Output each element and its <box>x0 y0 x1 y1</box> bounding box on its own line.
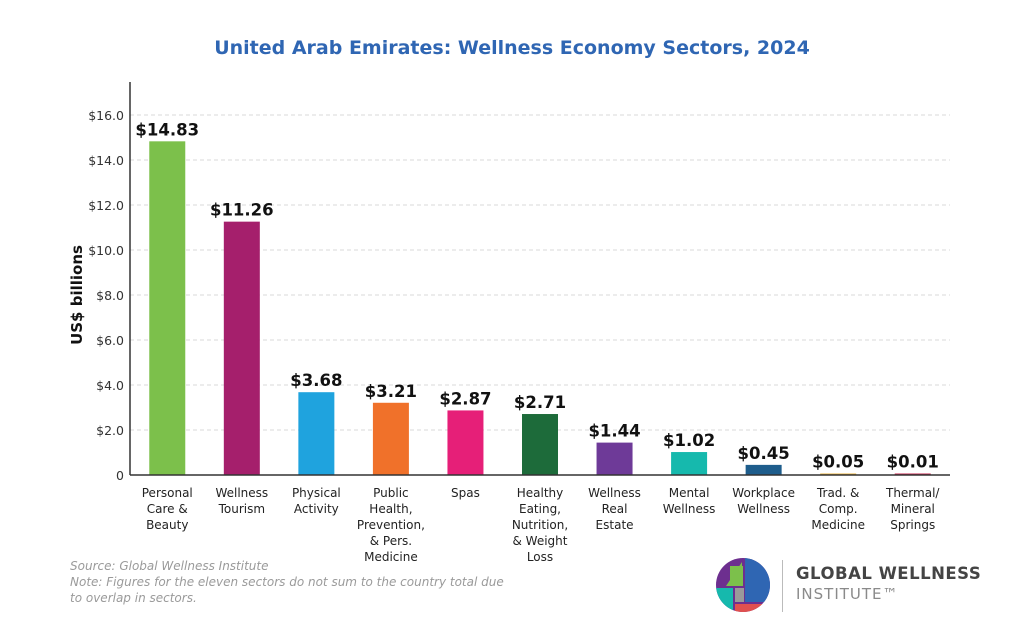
footnote: Source: Global Wellness Institute Note: … <box>70 558 510 606</box>
x-tick-label: Public Health, Prevention, & Pers. Medicine <box>357 486 425 564</box>
x-tick-label: Wellness Tourism <box>215 486 268 516</box>
bar <box>372 402 409 475</box>
y-axis-ticks: 0 $2.0 $4.0 $6.0 $8.0 $10.0 $12.0 $14.0 $16.0 <box>88 108 124 483</box>
y-tick-label: $4.0 <box>96 378 124 393</box>
data-label: $3.21 <box>365 382 417 401</box>
logo-divider <box>782 560 783 612</box>
x-tick-label: Healthy Eating, Nutrition, & Weight Loss <box>512 486 568 564</box>
x-tick-label: Trad. & Comp. Medicine <box>811 486 865 532</box>
data-label: $0.45 <box>738 444 790 463</box>
y-tick-label: $14.0 <box>88 153 124 168</box>
y-tick-label: $6.0 <box>96 333 124 348</box>
bar <box>522 414 558 475</box>
bar <box>596 442 633 475</box>
gwi-logo-icon <box>716 558 770 612</box>
bar <box>149 141 186 475</box>
x-tick-label: Mental Wellness <box>663 486 716 516</box>
data-label: $3.68 <box>290 371 342 390</box>
data-label: $2.71 <box>514 393 566 412</box>
category-labels: Personal Care & Beauty Wellness Tourism Physi… <box>142 486 941 564</box>
data-label: $1.02 <box>663 431 715 450</box>
bar <box>447 410 484 475</box>
x-tick-label: Personal Care & Beauty <box>142 486 193 532</box>
data-label: $2.87 <box>439 389 491 408</box>
logo-name: GLOBAL WELLNESS <box>796 564 982 583</box>
x-tick-label: Physical Activity <box>292 486 341 516</box>
x-tick-label: Workplace Wellness <box>732 486 795 516</box>
y-tick-label: 0 <box>116 468 124 483</box>
y-tick-label: $16.0 <box>88 108 124 123</box>
y-tick-label: $12.0 <box>88 198 124 213</box>
data-label: $11.26 <box>210 201 274 220</box>
x-tick-label: Wellness Real Estate <box>588 486 641 532</box>
y-tick-label: $8.0 <box>96 288 124 303</box>
note-text: Note: Figures for the eleven sectors do … <box>70 575 504 605</box>
bar <box>223 221 260 475</box>
bars <box>149 141 931 475</box>
bar <box>298 392 335 475</box>
bar <box>671 452 708 475</box>
y-tick-label: $2.0 <box>96 423 124 438</box>
bar <box>745 464 782 475</box>
gridlines <box>130 114 950 431</box>
data-label: $0.05 <box>812 453 864 472</box>
x-tick-label: Thermal/Mineral Springs <box>885 486 940 532</box>
data-labels: $14.83 $11.26 $3.68 $3.21 $2.87 $2.71 $1.44 $1.… <box>135 120 938 471</box>
logo-subname: INSTITUTE™ <box>796 585 899 603</box>
data-label: $1.44 <box>588 422 640 441</box>
source-text: Source: Global Wellness Institute <box>70 559 269 573</box>
data-label: $14.83 <box>135 120 199 139</box>
x-tick-label: Spas <box>451 486 480 500</box>
gwi-logo: GLOBAL WELLNESS INSTITUTE™ <box>712 556 1012 616</box>
y-axis-label: US$ billions <box>68 245 86 345</box>
y-tick-label: $10.0 <box>88 243 124 258</box>
data-label: $0.01 <box>887 453 939 472</box>
chart-title: United Arab Emirates: Wellness Economy S… <box>214 37 810 59</box>
